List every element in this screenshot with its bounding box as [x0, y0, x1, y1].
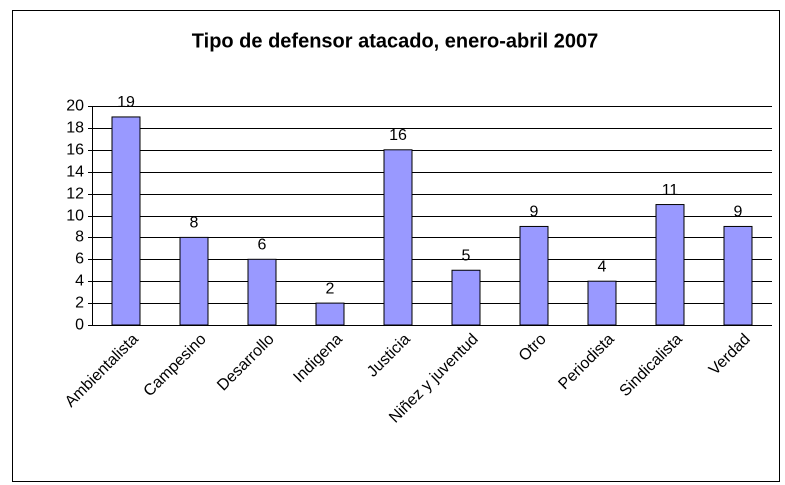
- bar: [655, 204, 685, 326]
- y-tick-label: 14: [66, 164, 84, 181]
- y-tick-label: 10: [66, 208, 84, 225]
- data-label: 2: [326, 280, 335, 297]
- bar: [111, 116, 141, 326]
- chart-title: Tipo de defensor atacado, enero-abril 20…: [192, 30, 598, 52]
- y-tick-label: 6: [75, 251, 84, 268]
- y-tick-label: 16: [66, 142, 84, 159]
- y-tick-label: 8: [75, 229, 84, 246]
- data-label: 8: [190, 215, 199, 232]
- data-label: 4: [598, 258, 607, 275]
- bar: [315, 302, 345, 326]
- y-tick-label: 12: [66, 186, 84, 203]
- y-tick-label: 2: [75, 295, 84, 312]
- data-label: 9: [734, 204, 743, 221]
- bar: [451, 269, 481, 326]
- y-tick-label: 0: [75, 317, 84, 334]
- data-label: 6: [258, 237, 267, 254]
- y-tick-label: 18: [66, 120, 84, 137]
- data-label: 5: [462, 247, 471, 264]
- y-tick-label: 4: [75, 273, 84, 290]
- data-label: 19: [117, 94, 135, 111]
- bar: [179, 236, 209, 326]
- bar: [247, 258, 277, 326]
- data-label: 16: [389, 127, 407, 144]
- bar: [383, 149, 413, 326]
- data-label: 9: [530, 204, 539, 221]
- bar: [519, 225, 549, 326]
- bar: [723, 225, 753, 326]
- y-tick-label: 20: [66, 98, 84, 115]
- data-label: 11: [662, 182, 679, 199]
- bar: [587, 280, 617, 326]
